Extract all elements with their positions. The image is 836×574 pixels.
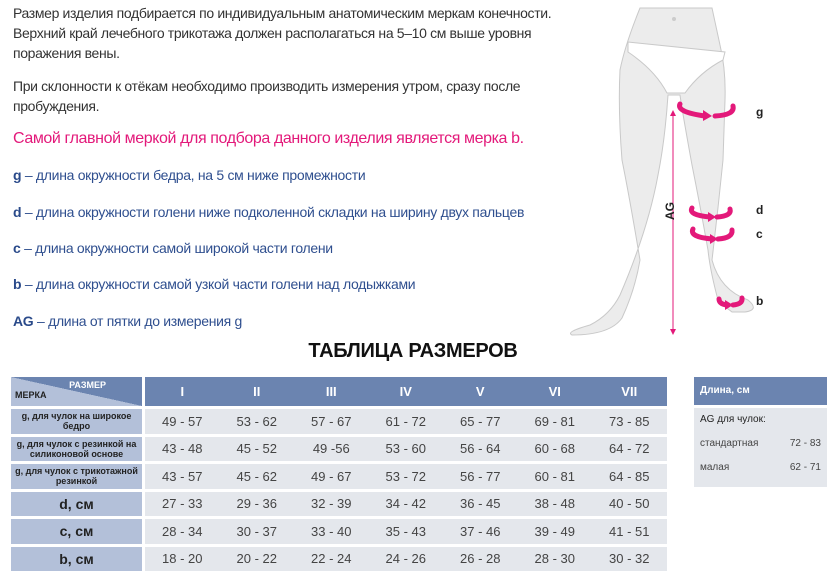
table-cell: 56 - 64 xyxy=(443,436,518,461)
label-c: c xyxy=(756,227,763,241)
table-cell: 45 - 52 xyxy=(219,436,294,461)
label-d: d xyxy=(756,203,763,217)
length-row: стандартная 72 - 83 xyxy=(700,438,821,449)
table-row: d, см 27 - 33 29 - 36 32 - 39 34 - 42 36 - 45… xyxy=(11,491,667,516)
table-cell: 38 - 48 xyxy=(517,491,592,516)
length-label: стандартная xyxy=(700,438,759,449)
table-row: g, для чулок с резинкой на силиконовой о… xyxy=(11,436,667,461)
table-cell: 22 - 24 xyxy=(294,546,369,571)
size-table: РАЗМЕР МЕРКА I II III IV V VI VII g, для чулок н… xyxy=(11,374,667,574)
row-label: d, см xyxy=(11,491,145,516)
row-label: b, см xyxy=(11,546,145,571)
row-label: c, см xyxy=(11,519,145,544)
table-cell: 49 - 67 xyxy=(294,464,369,489)
definition-b: b – длина окружности самой узкой части г… xyxy=(13,276,416,292)
size-header: II xyxy=(219,377,294,406)
legs-figure: g d c b AG xyxy=(570,7,763,336)
definition-text: – длина окружности голени ниже подколенн… xyxy=(21,204,525,220)
table-cell: 49 -56 xyxy=(294,436,369,461)
table-cell: 73 - 85 xyxy=(592,409,667,434)
table-cell: 43 - 48 xyxy=(145,436,220,461)
table-cell: 53 - 60 xyxy=(368,436,443,461)
size-header: IV xyxy=(368,377,443,406)
table-cell: 18 - 20 xyxy=(145,546,220,571)
row-label: g, для чулок с резинкой на силиконовой о… xyxy=(11,436,145,461)
table-cell: 53 - 62 xyxy=(219,409,294,434)
table-cell: 29 - 36 xyxy=(219,491,294,516)
table-cell: 64 - 72 xyxy=(592,436,667,461)
label-ag: AG xyxy=(663,202,677,220)
definition-text: – длина окружности самой широкой части г… xyxy=(20,240,333,256)
table-cell: 28 - 34 xyxy=(145,519,220,544)
definition-key: AG xyxy=(13,313,34,329)
table-cell: 53 - 72 xyxy=(368,464,443,489)
table-cell: 37 - 46 xyxy=(443,519,518,544)
table-cell: 32 - 39 xyxy=(294,491,369,516)
table-cell: 27 - 33 xyxy=(145,491,220,516)
table-row: g, для чулок на широкое бедро 49 - 57 53 -… xyxy=(11,409,667,434)
table-cell: 28 - 30 xyxy=(517,546,592,571)
table-cell: 26 - 28 xyxy=(443,546,518,571)
table-cell: 56 - 77 xyxy=(443,464,518,489)
table-row: b, см 18 - 20 20 - 22 22 - 24 24 - 26 26 - 28… xyxy=(11,546,667,571)
table-cell: 64 - 85 xyxy=(592,464,667,489)
definition-ag: AG – длина от пятки до измерения g xyxy=(13,313,242,329)
table-cell: 34 - 42 xyxy=(368,491,443,516)
definition-text: – длина окружности самой узкой части гол… xyxy=(21,276,416,292)
table-cell: 57 - 67 xyxy=(294,409,369,434)
table-cell: 35 - 43 xyxy=(368,519,443,544)
table-cell: 24 - 26 xyxy=(368,546,443,571)
table-cell: 39 - 49 xyxy=(517,519,592,544)
label-g: g xyxy=(756,105,763,119)
definition-key: g xyxy=(13,167,22,183)
length-table: Длина, см AG для чулок: стандартная 72 - … xyxy=(694,377,827,487)
length-label: малая xyxy=(700,462,730,473)
row-label: g, для чулок на широкое бедро xyxy=(11,409,145,434)
table-cell: 60 - 81 xyxy=(517,464,592,489)
intro-paragraph-1: Размер изделия подбирается по индивидуал… xyxy=(13,5,552,61)
length-header: Длина, см xyxy=(694,377,827,405)
table-row: g, для чулок с трикотажной резинкой 43 - … xyxy=(11,464,667,489)
definition-key: c xyxy=(13,240,21,256)
size-header: III xyxy=(294,377,369,406)
corner-measure-label: МЕРКА xyxy=(15,390,47,400)
definition-g: g – длина окружности бедра, на 5 см ниже… xyxy=(13,167,366,183)
table-cell: 69 - 81 xyxy=(517,409,592,434)
table-cell: 30 - 37 xyxy=(219,519,294,544)
size-header: V xyxy=(443,377,518,406)
definition-c: c – длина окружности самой широкой части… xyxy=(13,240,333,256)
size-header: VI xyxy=(517,377,592,406)
definition-key: b xyxy=(13,276,22,292)
definition-d: d – длина окружности голени ниже подколе… xyxy=(13,204,524,220)
table-cell: 40 - 50 xyxy=(592,491,667,516)
table-row: c, см 28 - 34 30 - 37 33 - 40 35 - 43 37 - 46… xyxy=(11,519,667,544)
table-cell: 30 - 32 xyxy=(592,546,667,571)
size-header: I xyxy=(145,377,220,406)
table-cell: 49 - 57 xyxy=(145,409,220,434)
table-cell: 33 - 40 xyxy=(294,519,369,544)
length-row: малая 62 - 71 xyxy=(700,462,821,473)
definition-key: d xyxy=(13,204,22,220)
table-cell: 41 - 51 xyxy=(592,519,667,544)
corner-size-label: РАЗМЕР xyxy=(69,380,106,390)
size-header: VII xyxy=(592,377,667,406)
table-cell: 36 - 45 xyxy=(443,491,518,516)
length-value: 62 - 71 xyxy=(789,462,821,473)
table-cell: 61 - 72 xyxy=(368,409,443,434)
table-cell: 20 - 22 xyxy=(219,546,294,571)
table-cell: 45 - 62 xyxy=(219,464,294,489)
table-cell: 60 - 68 xyxy=(517,436,592,461)
highlight-note: Самой главной меркой для подбора данного… xyxy=(13,130,524,147)
table-cell: 43 - 57 xyxy=(145,464,220,489)
table-title: ТАБЛИЦА РАЗМЕРОВ xyxy=(308,340,518,362)
length-value: 72 - 83 xyxy=(789,438,821,449)
row-label: g, для чулок с трикотажной резинкой xyxy=(11,464,145,489)
table-corner-header: РАЗМЕР МЕРКА xyxy=(11,377,145,406)
table-cell: 65 - 77 xyxy=(443,409,518,434)
label-b: b xyxy=(756,294,763,308)
length-subtitle: AG для чулок: xyxy=(700,414,766,425)
definition-text: – длина от пятки до измерения g xyxy=(33,313,243,329)
intro-paragraph-2: При склонности к отёкам необходимо произ… xyxy=(13,78,521,114)
definition-text: – длина окружности бедра, на 5 см ниже п… xyxy=(21,167,366,183)
